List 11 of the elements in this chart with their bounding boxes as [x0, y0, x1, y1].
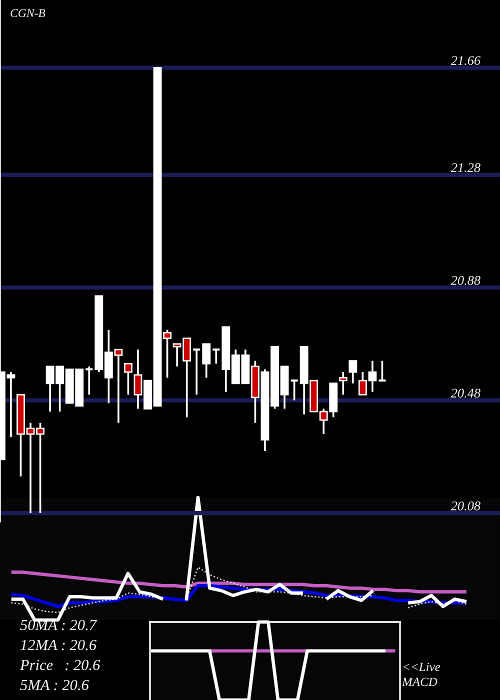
text: Price : 20.6 — [20, 660, 100, 670]
text: 12MA : 20.6 — [20, 640, 96, 650]
text: <<Live — [403, 662, 440, 672]
y-tick-label: 20.48 — [450, 388, 480, 398]
y-tick-label: 21.66 — [450, 56, 480, 66]
text: CGN-B — [10, 9, 46, 18]
y-tick-label: 21.28 — [450, 163, 480, 172]
y-tick-label: 20.88 — [450, 276, 480, 285]
text: 5MA : 20.6 — [20, 680, 89, 690]
text: MACD — [402, 678, 438, 686]
y-tick-label: 20.08 — [450, 501, 480, 510]
